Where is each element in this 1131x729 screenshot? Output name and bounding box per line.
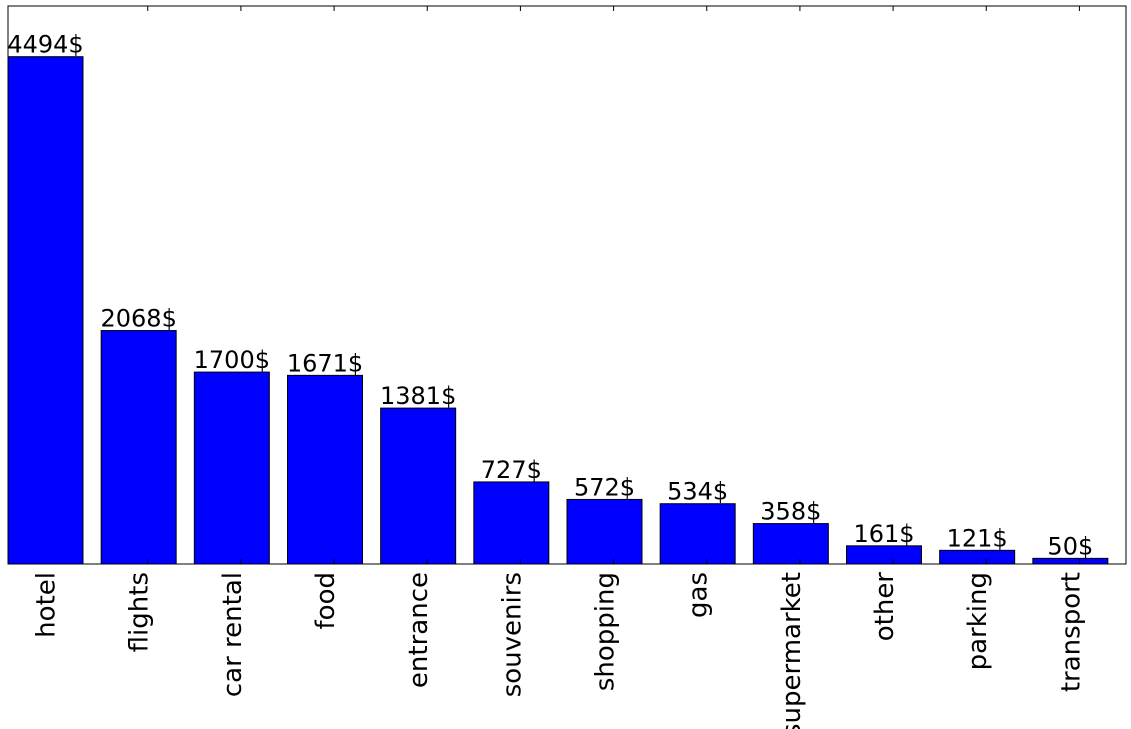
bar — [287, 374, 363, 565]
x-tick-label: souvenirs — [497, 572, 527, 697]
bar — [939, 549, 1016, 565]
value-label: 1381$ — [380, 382, 456, 410]
value-label: 727$ — [481, 456, 542, 484]
bar — [193, 371, 270, 565]
value-label: 1671$ — [287, 349, 363, 377]
value-label: 534$ — [667, 478, 728, 506]
x-tick-label: shopping — [590, 572, 620, 691]
bar — [846, 545, 922, 565]
value-label: 4494$ — [7, 31, 83, 59]
x-tick-label: other — [870, 572, 900, 642]
value-label: 161$ — [853, 520, 914, 548]
x-tick-label: parking — [963, 572, 993, 670]
bar — [100, 330, 177, 565]
x-tick-label: hotel — [31, 572, 61, 638]
x-tick-label: entrance — [404, 572, 434, 688]
value-label: 1700$ — [194, 346, 270, 374]
bar — [566, 498, 643, 565]
bar — [473, 481, 550, 565]
value-label: 572$ — [574, 473, 635, 501]
value-label: 121$ — [947, 524, 1008, 552]
bar — [380, 407, 457, 565]
x-tick-label: supermarket — [777, 572, 807, 729]
value-label: 358$ — [760, 498, 821, 526]
plot-frame — [7, 5, 1127, 565]
x-tick-label: gas — [684, 572, 714, 618]
bar — [7, 56, 84, 565]
x-tick-label: food — [311, 572, 341, 629]
x-tick-label: transport — [1056, 572, 1086, 692]
bar — [752, 523, 829, 565]
x-tick-label: car rental — [218, 572, 248, 697]
bar — [659, 503, 736, 565]
value-label: 2068$ — [100, 305, 176, 333]
x-tick-label: flights — [125, 572, 155, 652]
value-label: 50$ — [1047, 532, 1093, 560]
